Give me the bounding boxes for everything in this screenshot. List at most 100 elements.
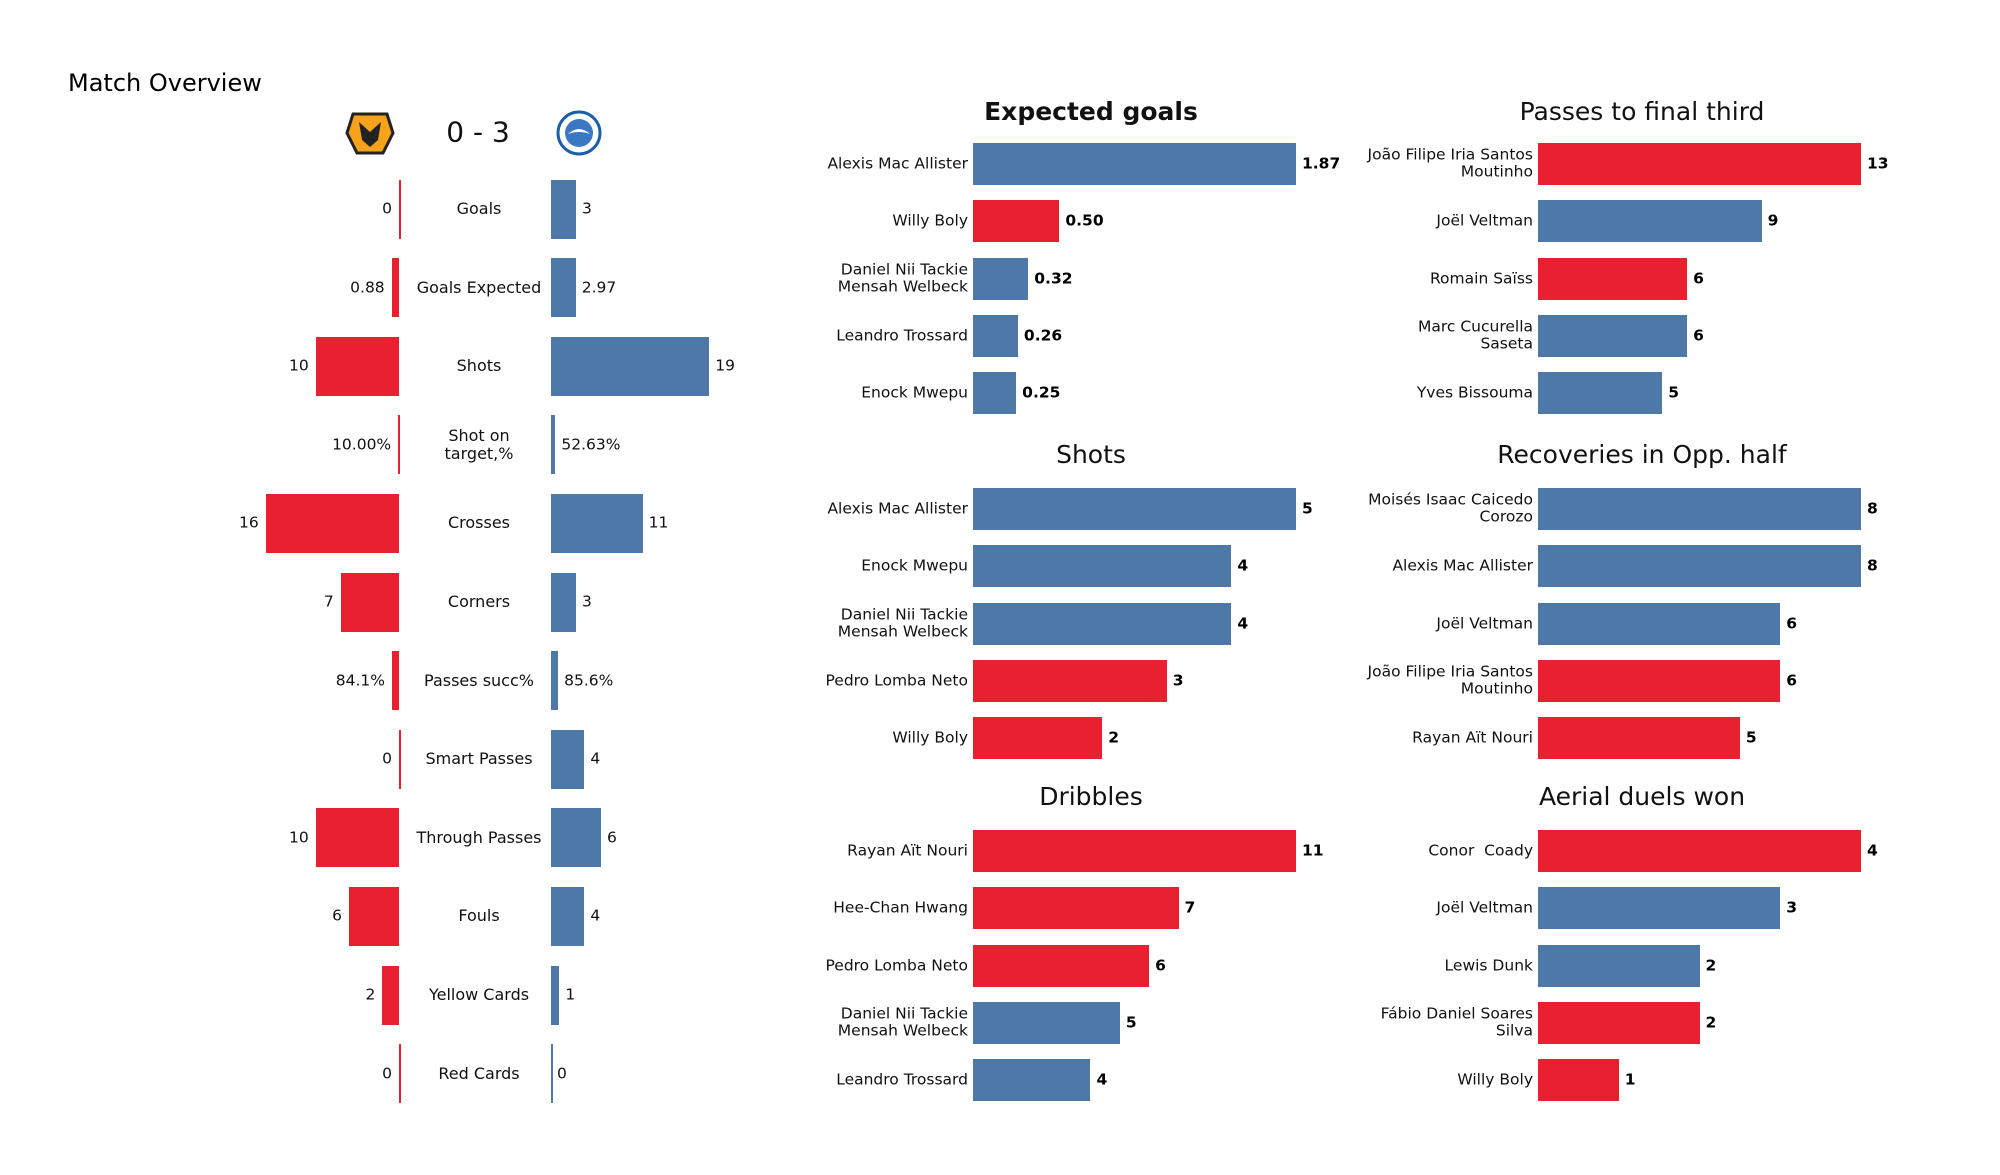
- value-label: 6: [1155, 955, 1166, 974]
- value-label: 3: [581, 199, 592, 218]
- value-label: 4: [590, 906, 601, 925]
- category-label: Alexis Mac Allister: [827, 499, 968, 518]
- category-label: Romain Saïss: [1429, 268, 1533, 287]
- stat-label: Yellow Cards: [428, 985, 530, 1005]
- stat-label: Through Passes: [416, 827, 542, 847]
- bar: [1538, 602, 1781, 645]
- bar: [973, 830, 1296, 872]
- stat-label: Goals Expected: [416, 277, 542, 297]
- bar: [973, 372, 1017, 415]
- bar: [551, 336, 710, 396]
- stat-label: Fouls: [458, 906, 500, 926]
- stat-label: Goals: [456, 199, 502, 219]
- value-label: 16: [239, 513, 259, 532]
- value-label: 2: [1108, 728, 1119, 747]
- value-label: 13: [1867, 154, 1889, 173]
- value-label: 2: [1705, 1013, 1717, 1032]
- stat-label: Passes succ%: [424, 670, 534, 690]
- value-label: 2: [365, 985, 376, 1004]
- category-label: Marc Cucurella Saseta: [1417, 317, 1533, 353]
- bar: [973, 717, 1103, 760]
- stat-label: Shots: [456, 356, 502, 376]
- category-label: Hee-Chan Hwang: [833, 898, 968, 917]
- value-label: 0: [382, 749, 392, 768]
- value-label: 3: [581, 592, 592, 611]
- bar: [399, 179, 401, 239]
- bar: [1538, 1001, 1700, 1044]
- category-label: Conor Coady: [1428, 841, 1533, 860]
- bar: [973, 887, 1179, 930]
- value-label: 0.88: [350, 277, 385, 296]
- bar: [551, 258, 576, 318]
- chart-title: Shots: [1056, 440, 1126, 469]
- value-label: 10.00%: [332, 435, 392, 454]
- bar: [1538, 200, 1762, 243]
- bar: [973, 1001, 1120, 1044]
- bar: [1538, 659, 1781, 702]
- value-label: 11: [648, 513, 669, 532]
- category-label: Daniel Nii Tackie Mensah Welbeck: [837, 260, 968, 296]
- category-label: Joël Veltman: [1436, 211, 1533, 230]
- category-label: Daniel Nii Tackie Mensah Welbeck: [837, 605, 968, 641]
- bar: [391, 258, 399, 318]
- stat-label: Red Cards: [438, 1063, 520, 1083]
- chart-title: Recoveries in Opp. half: [1497, 440, 1787, 469]
- chart-title: Expected goals: [984, 97, 1198, 126]
- bar: [315, 808, 399, 868]
- bar: [1538, 1059, 1619, 1102]
- category-label: Yves Bissouma: [1416, 383, 1533, 402]
- value-label: 5: [1668, 383, 1680, 402]
- chart-title: Match Overview: [68, 69, 262, 97]
- category-label: Enock Mwepu: [861, 383, 968, 402]
- value-label: 6: [1786, 613, 1798, 632]
- bar: [1538, 314, 1688, 357]
- category-label: Lewis Dunk: [1444, 955, 1533, 974]
- bar: [973, 314, 1018, 357]
- bar: [973, 659, 1167, 702]
- bar: [551, 415, 556, 475]
- value-label: 2.97: [581, 277, 617, 296]
- category-label: João Filipe Iria Santos Moutinho: [1367, 145, 1533, 181]
- category-label: Pedro Lomba Neto: [825, 955, 968, 974]
- bar: [973, 545, 1232, 588]
- value-label: 3: [1172, 671, 1184, 690]
- category-label: Pedro Lomba Neto: [825, 671, 968, 690]
- value-label: 0.32: [1034, 268, 1073, 287]
- value-label: 0.50: [1065, 211, 1104, 230]
- bar: [1538, 830, 1861, 872]
- value-label: 4: [1096, 1070, 1108, 1089]
- value-label: 10: [288, 356, 309, 375]
- category-label: Rayan Aït Nouri: [1412, 728, 1533, 747]
- value-label: 0.26: [1023, 326, 1063, 345]
- category-label: Willy Boly: [892, 728, 968, 747]
- bar: [1538, 372, 1663, 415]
- bar: [551, 572, 576, 632]
- bar: [315, 336, 399, 396]
- value-label: 3: [1786, 898, 1798, 917]
- bar: [1538, 257, 1688, 300]
- bar: [349, 886, 399, 946]
- bar: [551, 1044, 553, 1104]
- value-label: 1: [1624, 1070, 1636, 1089]
- category-label: Daniel Nii Tackie Mensah Welbeck: [837, 1004, 968, 1040]
- bar: [973, 257, 1029, 300]
- value-label: 0: [382, 1063, 392, 1082]
- bar: [1538, 944, 1700, 987]
- value-label: 4: [1237, 613, 1249, 632]
- bar: [1538, 545, 1861, 588]
- bar: [399, 1044, 401, 1104]
- value-label: 0: [382, 199, 392, 218]
- value-label: 85.6%: [564, 670, 614, 689]
- category-label: Willy Boly: [892, 211, 968, 230]
- category-label: Leandro Trossard: [836, 326, 968, 345]
- bar: [382, 965, 399, 1025]
- bar: [399, 729, 401, 789]
- bar: [973, 200, 1060, 243]
- value-label: 6: [1693, 326, 1704, 345]
- value-label: 1: [565, 985, 576, 1004]
- category-label: Moisés Isaac Caicedo Corozo: [1368, 490, 1533, 526]
- chart-title: Aerial duels won: [1538, 782, 1746, 811]
- category-label: Willy Boly: [1457, 1070, 1533, 1089]
- value-label: 6: [1786, 671, 1798, 690]
